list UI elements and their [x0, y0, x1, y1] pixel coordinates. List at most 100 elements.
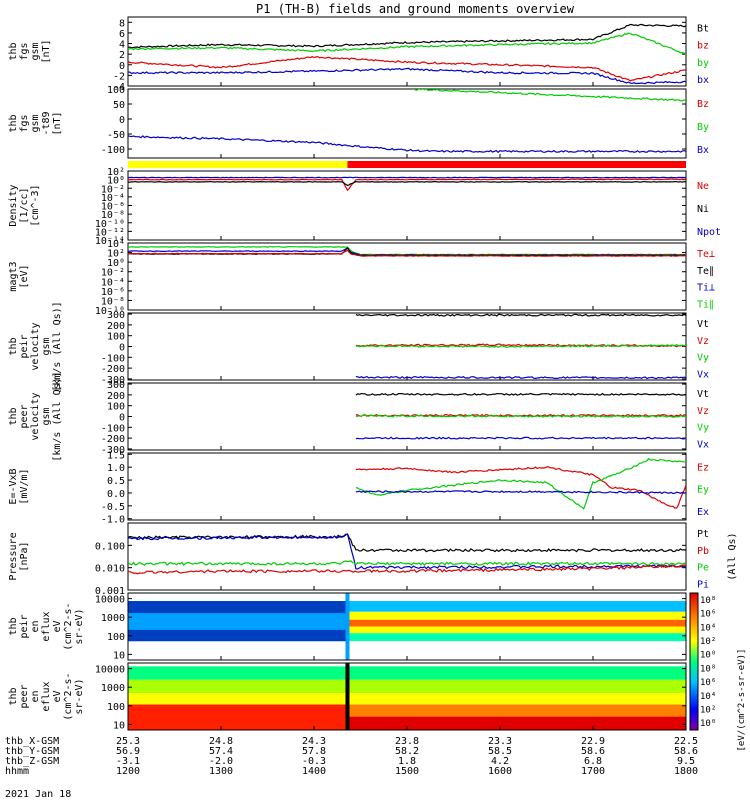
y-tick-label: -4	[113, 82, 125, 93]
legend-entry: Vy	[697, 353, 709, 364]
panel-8: 1.5 1.0 0.5 0.0 -0.5 -1.0 E=-VxB [mV/m] Ez Ey Ex	[8, 450, 709, 525]
series-line-Pt	[128, 533, 686, 553]
date-label: 2021 Jan 18	[5, 789, 71, 800]
series-line-Vz	[355, 343, 686, 348]
y-tick-label: 300	[107, 380, 125, 391]
colorbar: 10⁸ 10⁶ 10⁴ 10² 10⁰ 10⁸ 10⁶ 10⁴ 10² 10⁰ [eV/(cm^2-…	[689, 592, 747, 751]
spectrogram-band	[128, 593, 686, 602]
y-tick-label: 10	[113, 650, 125, 661]
y-tick-label: 0	[119, 61, 125, 72]
spectrogram-band	[128, 633, 686, 642]
time-axis-row-label: thb_Z-GSM	[5, 756, 59, 767]
y-tick-label: 10⁻⁸	[101, 296, 125, 307]
y-axis-label: eV	[52, 620, 63, 632]
y-axis-label: [1/cc]	[19, 187, 30, 223]
time-axis-value: 57.8	[302, 746, 326, 757]
y-axis-label: gsm	[30, 42, 41, 60]
chart-title: P1 (TH-B) fields and ground moments over…	[256, 2, 575, 16]
spectrogram-band	[128, 611, 686, 620]
y-axis-label: (cm^2-s-	[63, 672, 74, 720]
time-axis-value: -0.3	[302, 756, 326, 767]
y-tick-label: -200	[101, 434, 125, 445]
y-tick-label: 10⁻⁸	[101, 210, 125, 221]
legend-entry: by	[697, 58, 709, 69]
series-line-Ey	[355, 457, 686, 510]
y-axis-label: thb	[8, 617, 19, 635]
time-axis-value: 1200	[116, 766, 140, 777]
flag-bar-segment-2	[347, 161, 686, 168]
y-tick-label: 200	[107, 391, 125, 402]
y-tick-label: 10⁻²	[101, 184, 125, 195]
legend-entry: Npot	[697, 227, 721, 238]
series-line-Pe	[128, 560, 686, 567]
y-tick-label: 100	[107, 702, 125, 713]
spectrogram-band	[128, 601, 686, 612]
series-line-Vt	[355, 313, 686, 317]
y-tick-label: 100	[107, 332, 125, 343]
y-tick-label: 50	[113, 100, 125, 111]
series-line-Ni	[128, 180, 686, 187]
time-axis-value: 58.5	[488, 746, 512, 757]
y-tick-label: 10	[113, 720, 125, 731]
time-axis-value: 1400	[302, 766, 326, 777]
y-axis-label: velocity	[30, 392, 41, 440]
time-axis-value: 1.8	[398, 756, 416, 767]
y-tick-label: 2	[119, 50, 125, 61]
time-axis-value: -2.0	[209, 756, 233, 767]
y-tick-label: 10⁰	[107, 176, 125, 187]
time-axis-value: 57.4	[209, 746, 233, 757]
series-line-Pb	[128, 564, 686, 575]
legend-entry: Pi	[697, 579, 709, 590]
y-axis-label: peir	[19, 334, 30, 358]
series-line-Vx	[355, 375, 686, 380]
time-axis-value: 22.5	[674, 736, 698, 747]
y-axis-label: [km/s (All Qs)]	[52, 301, 63, 391]
colorbar-tick-label: 10⁴	[700, 692, 716, 702]
series-line-Vx	[355, 436, 686, 440]
colorbar-tick-label: 10⁰	[700, 719, 716, 729]
series-line-By	[411, 89, 686, 102]
panel-10: 10000 1000 100 10 thb peir en eflux eV (cm^2-s-sr…	[8, 592, 687, 661]
time-axis-value: 1700	[581, 766, 605, 777]
series-line-Vy	[355, 414, 686, 418]
series-line-Bt	[128, 23, 686, 49]
y-tick-label: 100	[107, 402, 125, 413]
spectrogram-band	[128, 663, 686, 667]
y-axis-label: thb	[8, 42, 19, 60]
legend-entry: Ez	[697, 462, 709, 473]
spectrogram-boundary	[345, 663, 350, 730]
y-axis-label: [km/s (All Qs)]	[52, 371, 63, 461]
time-axis-value: 58.6	[674, 746, 698, 757]
y-axis-label: sr-eV)	[74, 608, 85, 644]
y-tick-label: 1.5	[107, 450, 125, 461]
y-tick-label: 10⁻¹²	[95, 227, 125, 238]
y-axis-label: peer	[19, 404, 30, 428]
time-axis-value: -3.1	[116, 756, 140, 767]
y-tick-label: 0.100	[95, 541, 125, 552]
series-line-Te⊥	[128, 249, 686, 257]
legend-entry: bz	[697, 41, 709, 52]
y-axis-label: [nT]	[41, 39, 52, 63]
y-tick-label: -200	[101, 364, 125, 375]
time-axis-row-label: hhmm	[5, 766, 29, 777]
colorbar-tick-label: 10⁴	[700, 623, 716, 633]
spectrogram-band	[128, 619, 686, 627]
y-tick-label: 10⁻⁶	[101, 287, 125, 298]
y-tick-label: -0.5	[101, 502, 125, 513]
y-tick-label: 100	[107, 85, 125, 96]
legend-entry: Bt	[697, 23, 709, 34]
panel-frame	[127, 522, 687, 591]
series-line-Vt	[355, 392, 686, 396]
y-axis-label: [mV/m]	[19, 468, 30, 504]
y-tick-label: 0.5	[107, 476, 125, 487]
spectrogram-pre-region	[128, 704, 348, 730]
y-tick-label: -100	[101, 353, 125, 364]
y-axis-label: [eV]	[19, 264, 30, 288]
colorbar-tick-label: 10⁰	[700, 651, 716, 661]
y-tick-label: 10²	[107, 167, 125, 178]
